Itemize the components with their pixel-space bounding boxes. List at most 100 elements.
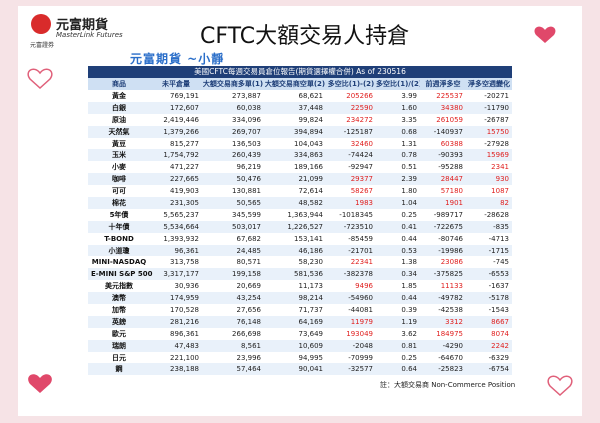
table-row: 原油 2,419,446 334,096 99,824 234272 3.35 261059… xyxy=(88,114,512,126)
cell: 193049 xyxy=(346,329,373,338)
cell: -6329 xyxy=(488,353,509,362)
cell: 3.62 xyxy=(401,329,417,338)
cell: -64670 xyxy=(438,353,463,362)
column-header: 未平倉量 xyxy=(150,78,202,90)
table-row: 澳幣 174,959 43,254 98,214 -54960 0.44 -49782 -51… xyxy=(88,292,512,305)
cell: 5,565,237 xyxy=(163,210,199,219)
row-label: MINI-NASDAQ xyxy=(91,258,147,267)
cell: 99,824 xyxy=(298,115,324,124)
cell: -382378 xyxy=(326,268,376,281)
cell: -21701 xyxy=(326,244,376,257)
cell: -49782 xyxy=(420,292,466,305)
cell: 1983 xyxy=(326,197,376,209)
cell: 136,503 xyxy=(232,139,261,148)
cell: 47,483 xyxy=(150,339,202,352)
cell: 261059 xyxy=(436,115,463,124)
row-label: 瑞朗 xyxy=(88,339,150,352)
cell: 28447 xyxy=(420,173,466,186)
cell: 1,754,792 xyxy=(150,149,202,162)
table: 商品 未平倉量 大額交易商多單(1) 大額交易商空單(2) 多空比(1)-(2) 多空比(… xyxy=(88,78,512,376)
table-row: 鋼 238,188 57,464 90,041 -32577 0.64 -25823 -675… xyxy=(88,363,512,376)
cell: -723510 xyxy=(326,220,376,233)
cell: 29377 xyxy=(326,173,376,186)
row-label: T-BOND xyxy=(104,234,134,243)
cell: 43,254 xyxy=(202,292,264,305)
table-row: 黃金 769,191 273,887 68,621 205266 3.99 225537 -2… xyxy=(88,90,512,102)
cell: 60388 xyxy=(440,139,463,148)
cell: 57180 xyxy=(440,187,463,196)
cell: -28628 xyxy=(484,210,509,219)
cell: 471,227 xyxy=(170,163,199,172)
table-wrap: 美國CFTC每週交易員倉位報告(期貨選擇權合併) As of 230516 商品… xyxy=(88,66,512,376)
table-row: E-MINI S&P 500 3,317,177 199,158 581,536 -38… xyxy=(88,268,512,281)
cell: -722675 xyxy=(420,220,466,233)
table-row: 天然氣 1,379,266 269,707 394,894 -125187 0.68 -14… xyxy=(88,125,512,138)
cell: 48,582 xyxy=(264,197,326,209)
cell: 64,169 xyxy=(264,315,326,328)
row-label: 歐元 xyxy=(112,329,126,338)
cell: 199,158 xyxy=(202,268,264,281)
cell: -4290 xyxy=(420,339,466,352)
cell: 15750 xyxy=(466,125,512,138)
cell: -5178 xyxy=(466,292,512,305)
securities: 元富證券 xyxy=(30,42,55,49)
cell: 419,903 xyxy=(170,187,199,196)
cell: 334,096 xyxy=(232,115,261,124)
cell: 3.35 xyxy=(401,115,417,124)
cell: 0.78 xyxy=(376,149,420,162)
cell: -74424 xyxy=(326,149,376,162)
row-label: 日元 xyxy=(112,353,126,362)
cell: 394,894 xyxy=(264,125,326,138)
cell: 281,216 xyxy=(150,315,202,328)
cell: -125187 xyxy=(326,125,376,138)
cell: 769,191 xyxy=(170,91,199,100)
table-row: 咖啡 227,665 50,476 21,099 29377 2.39 28447 930 xyxy=(88,173,512,186)
cell: 10,609 xyxy=(264,339,326,352)
cell: 1,393,932 xyxy=(163,234,199,243)
cell: 238,188 xyxy=(150,363,202,376)
cell: 0.39 xyxy=(401,305,417,314)
cell: -1018345 xyxy=(339,210,373,219)
row-label: 加幣 xyxy=(112,305,126,314)
cell: 58,230 xyxy=(298,258,324,267)
cell: 1,363,944 xyxy=(287,210,323,219)
cell: 0.34 xyxy=(376,268,420,281)
cell: -44081 xyxy=(348,305,373,314)
cell: -42538 xyxy=(438,305,463,314)
cell: -95288 xyxy=(438,163,463,172)
cell: 80,571 xyxy=(236,258,262,267)
row-label: 美元指數 xyxy=(105,282,133,291)
cell: -1715 xyxy=(466,244,512,257)
cell: 184975 xyxy=(436,329,463,338)
table-row: 加幣 170,528 27,656 71,737 -44081 0.39 -42538 -15… xyxy=(88,304,512,316)
cell: -20271 xyxy=(484,91,509,100)
cell: 273,887 xyxy=(232,91,261,100)
cell: 0.51 xyxy=(401,163,417,172)
row-label: 黃金 xyxy=(112,91,126,100)
cell: 71,737 xyxy=(298,305,324,314)
column-header: 大額交易商空單(2) xyxy=(264,78,326,90)
cell: -70999 xyxy=(348,353,373,362)
row-label: 小麥 xyxy=(112,163,126,172)
column-header: 前週淨多空 xyxy=(420,78,466,90)
cell: 27,656 xyxy=(236,305,262,314)
table-row: 瑞朗 47,483 8,561 10,609 -2048 0.81 -4290 2242 xyxy=(88,339,512,352)
cell: 0.68 xyxy=(376,125,420,138)
title: CFTC大額交易人持倉 xyxy=(200,24,410,49)
row-label: 白銀 xyxy=(88,101,150,114)
row-label: 黃豆 xyxy=(112,139,126,148)
row-label: E-MINI S&P 500 xyxy=(88,268,152,281)
cell: 1.85 xyxy=(401,282,417,291)
cell: -85459 xyxy=(348,234,373,243)
row-label: 咖啡 xyxy=(88,173,150,186)
cell: 234272 xyxy=(346,115,373,124)
cell: 11979 xyxy=(326,315,376,328)
cell: 9496 xyxy=(355,282,373,291)
table-row: 白銀 172,607 60,038 37,448 22590 1.60 34380 -1179… xyxy=(88,101,512,114)
cell: 0.53 xyxy=(376,244,420,257)
table-row: 小道瓊 96,361 24,485 46,186 -21701 0.53 -19986 -17… xyxy=(88,244,512,257)
cell: 345,599 xyxy=(232,210,261,219)
cell: 23,996 xyxy=(236,353,262,362)
cell: 30,936 xyxy=(174,282,200,291)
cell: 72,614 xyxy=(298,187,324,196)
